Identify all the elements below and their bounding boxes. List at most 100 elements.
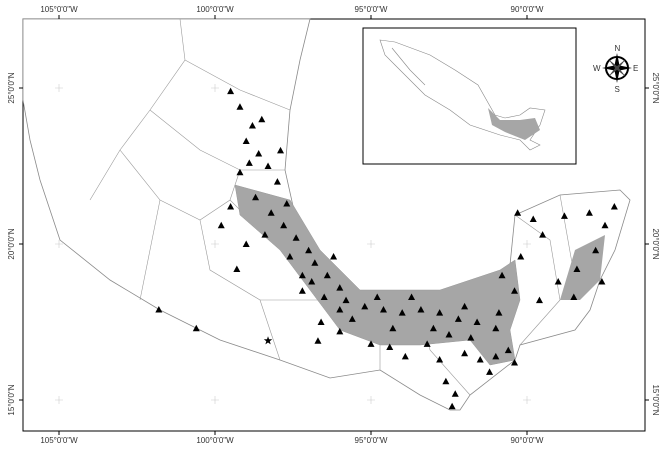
- occurrence-triangle: [498, 271, 506, 279]
- graticule-cross: [523, 396, 531, 404]
- occurrence-triangle: [336, 327, 344, 335]
- occurrence-triangle: [514, 209, 522, 216]
- occurrence-triangle: [539, 231, 547, 238]
- occurrence-triangle: [330, 252, 338, 260]
- occurrence-triangle: [261, 231, 269, 238]
- occurrence-triangle: [283, 199, 291, 207]
- lon-label-bottom: 95°0'0"W: [355, 436, 388, 445]
- compass-w: W: [593, 64, 601, 73]
- occurrence-triangle: [389, 324, 397, 332]
- occurrence-triangle: [305, 246, 313, 254]
- occurrence-triangle: [436, 309, 444, 316]
- graticule-cross: [367, 240, 375, 248]
- lat-label-right: 25°0'0"N: [651, 72, 660, 103]
- occurrence-triangle: [601, 221, 609, 229]
- coordinate-labels: 105°0'0"W 105°0'0"W 100°0'0"W 100°0'0"W 95°0…: [7, 5, 660, 445]
- graticule-cross: [55, 396, 63, 404]
- occurrence-triangle: [535, 296, 543, 304]
- occurrence-triangle: [554, 277, 562, 285]
- graticule-cross: [211, 84, 219, 92]
- graticule-cross: [55, 240, 63, 248]
- occurrence-triangle: [560, 212, 568, 219]
- occurrence-triangle: [252, 193, 260, 201]
- lat-label-left: 20°0'0"N: [7, 228, 16, 259]
- occurrence-triangle: [451, 390, 459, 397]
- occurrence-triangle: [273, 178, 281, 185]
- occurrence-triangle: [398, 309, 406, 316]
- occurrence-triangle: [227, 203, 235, 210]
- occurrence-triangle: [308, 277, 316, 285]
- occurrence-triangle: [454, 315, 462, 322]
- occurrence-triangle: [476, 355, 484, 363]
- occurrence-triangle: [610, 203, 618, 210]
- compass-n: N: [615, 44, 621, 53]
- graticule-cross: [211, 240, 219, 248]
- occurrence-triangle: [155, 306, 163, 313]
- occurrence-triangle: [467, 334, 475, 341]
- occurrence-triangle: [292, 234, 300, 241]
- occurrence-triangle: [277, 146, 285, 154]
- lat-label-right: 15°0'0"N: [651, 384, 660, 415]
- occurrence-triangle: [258, 115, 266, 123]
- graticule-cross: [211, 396, 219, 404]
- occurrence-triangle: [517, 252, 525, 260]
- occurrence-triangle: [417, 306, 425, 313]
- occurrence-triangle: [570, 293, 578, 301]
- compass-rose: N S E W: [593, 44, 638, 94]
- occurrence-triangle: [317, 318, 325, 325]
- occurrence-triangle: [336, 284, 344, 291]
- occurrence-triangle: [233, 265, 241, 272]
- occurrence-triangle: [445, 330, 453, 338]
- occurrence-triangle: [436, 355, 444, 363]
- occurrence-triangle: [367, 340, 375, 347]
- lat-label-left: 15°0'0"N: [7, 384, 16, 415]
- lon-label-bottom: 100°0'0"W: [196, 436, 234, 445]
- occurrence-triangle: [336, 306, 344, 313]
- lon-label-top: 105°0'0"W: [40, 5, 78, 14]
- occurrence-triangle: [504, 346, 512, 354]
- occurrence-triangle: [511, 287, 519, 294]
- lon-label-top: 95°0'0"W: [355, 5, 388, 14]
- occurrence-triangle: [448, 402, 456, 410]
- compass-s: S: [615, 85, 620, 94]
- occurrence-triangle: [379, 306, 387, 313]
- occurrence-triangle: [245, 159, 253, 166]
- lon-label-bottom: 105°0'0"W: [40, 436, 78, 445]
- graticule-cross: [367, 396, 375, 404]
- inset-map: [362, 27, 577, 165]
- occurrence-triangle: [255, 150, 263, 157]
- occurrence-triangle: [348, 315, 356, 322]
- occurrence-triangle: [267, 209, 275, 216]
- occurrence-triangle: [227, 87, 235, 95]
- occurrence-triangle: [461, 302, 469, 310]
- occurrence-triangle: [342, 296, 350, 304]
- occurrence-triangle: [461, 349, 469, 357]
- occurrence-triangle: [429, 324, 437, 332]
- occurrence-triangle: [314, 337, 322, 344]
- graticule-cross: [523, 240, 531, 248]
- occurrence-triangle: [323, 271, 331, 279]
- lon-label-bottom: 90°0'0"W: [511, 436, 544, 445]
- occurrence-triangle: [286, 252, 294, 260]
- occurrence-triangle: [248, 121, 256, 129]
- occurrence-triangle: [236, 168, 244, 176]
- occurrence-triangle: [486, 368, 494, 375]
- occurrence-triangle: [598, 277, 606, 285]
- occurrence-triangle: [242, 137, 250, 145]
- occurrence-triangle: [473, 318, 481, 325]
- occurrence-triangle: [320, 293, 328, 301]
- star-marker: [263, 336, 273, 345]
- occurrence-triangle: [311, 259, 319, 266]
- occurrence-triangle: [192, 324, 200, 332]
- occurrence-triangle: [373, 293, 381, 301]
- occurrence-triangle: [280, 221, 288, 229]
- occurrence-triangle: [236, 103, 244, 110]
- occurrence-triangle: [408, 293, 416, 301]
- occurrence-triangle: [592, 246, 600, 254]
- occurrence-triangle: [529, 215, 537, 223]
- occurrence-triangle: [511, 359, 519, 366]
- occurrence-triangle: [386, 343, 394, 350]
- occurrence-triangle: [492, 324, 500, 332]
- occurrence-triangle: [217, 221, 225, 229]
